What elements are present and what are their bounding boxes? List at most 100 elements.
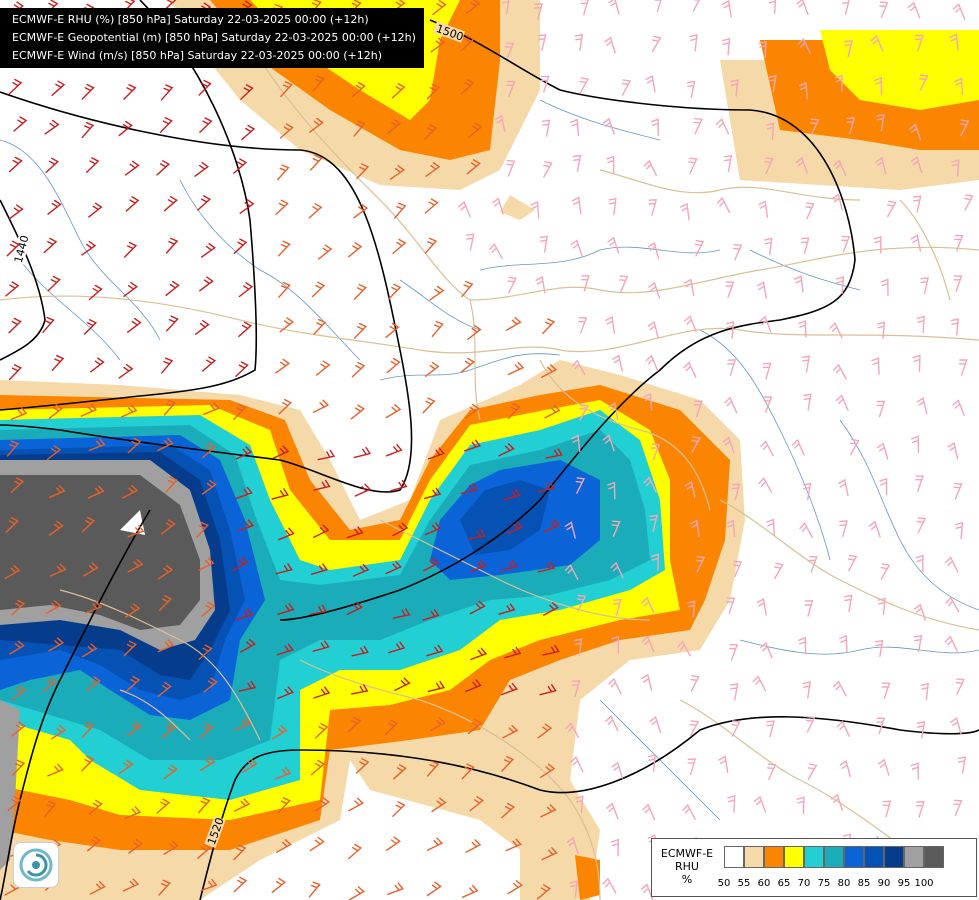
legend-swatch: [904, 846, 924, 868]
wind-barb: [494, 114, 506, 132]
wind-barb: [797, 37, 812, 55]
wind-barb: [945, 556, 959, 573]
wind-barb: [581, 274, 590, 292]
wind-barb: [427, 447, 445, 460]
wind-barb: [463, 439, 481, 452]
wind-barb: [764, 237, 773, 256]
wind-barb: [731, 720, 741, 737]
wind-barb: [695, 556, 706, 573]
wind-barb: [913, 603, 926, 621]
wind-barb: [314, 797, 331, 812]
wind-barb: [570, 118, 580, 137]
legend-swatch: [764, 846, 784, 868]
wind-barb: [235, 446, 253, 460]
wind-barb: [387, 882, 404, 895]
wind-barb: [90, 357, 105, 373]
wind-barb: [235, 361, 249, 377]
wind-barb: [574, 33, 584, 52]
wind-barb: [5, 517, 19, 533]
wind-barb: [242, 758, 258, 773]
legend-tick-label: 100: [914, 878, 934, 889]
wind-barb: [810, 118, 820, 136]
wind-barb: [118, 363, 134, 379]
wind-barb: [199, 117, 213, 133]
wind-barb: [128, 838, 144, 854]
wind-barb: [236, 486, 253, 499]
wind-barb: [501, 682, 518, 696]
legend-tick-label: 70: [797, 878, 811, 889]
wind-barb: [7, 795, 22, 812]
wind-barb: [277, 240, 291, 257]
wind-barb: [277, 164, 290, 181]
wind-barb: [422, 608, 440, 621]
wind-barb: [724, 396, 738, 414]
wind-barb: [501, 755, 515, 772]
wind-barb: [689, 519, 700, 538]
wind-barb: [278, 527, 295, 541]
wind-barb: [426, 837, 444, 851]
wind-barb: [198, 79, 212, 96]
wind-barb: [803, 393, 812, 411]
wind-barb: [954, 521, 964, 540]
wind-barb: [127, 558, 144, 573]
wind-barb: [470, 647, 488, 661]
wind-barb: [684, 278, 695, 297]
wind-barb: [838, 478, 849, 497]
wind-barb: [348, 843, 363, 860]
wind-barb: [424, 487, 442, 500]
wind-barb: [575, 477, 586, 494]
wind-barb: [907, 1, 921, 19]
wind-barb: [200, 756, 216, 771]
wind-barb: [118, 120, 133, 137]
wind-barb: [120, 404, 138, 418]
wind-barb: [194, 162, 210, 177]
wind-barb: [233, 798, 251, 812]
wind-barb: [690, 675, 700, 692]
wind-barb: [388, 283, 402, 300]
wind-barb: [240, 84, 254, 100]
wind-barb: [915, 801, 925, 818]
wind-barb: [124, 160, 140, 176]
wind-barb: [643, 393, 653, 411]
wind-barb: [237, 519, 255, 532]
wind-barb: [619, 275, 629, 292]
wind-barb: [727, 795, 736, 813]
wind-barb: [461, 280, 474, 298]
wind-barb: [470, 559, 487, 573]
wind-barb: [391, 83, 406, 99]
wind-barb: [350, 684, 369, 695]
wind-barb: [47, 275, 61, 292]
wind-barb: [201, 479, 217, 495]
wind-barb: [760, 440, 774, 457]
wind-barb: [571, 680, 581, 697]
wind-barb: [240, 638, 256, 653]
wind-barb: [394, 202, 407, 219]
wind-barb: [847, 554, 858, 572]
wind-barb: [81, 240, 97, 256]
wind-barb: [650, 553, 660, 571]
wind-barb: [611, 838, 620, 857]
wind-barb: [564, 521, 576, 539]
wind-barb: [312, 640, 330, 652]
wind-barb: [578, 317, 588, 334]
wind-barb: [543, 161, 553, 178]
wind-barb: [6, 240, 20, 257]
wind-barb: [613, 598, 622, 616]
wind-barb: [353, 322, 368, 339]
wind-barb: [732, 560, 743, 578]
wind-barb: [309, 604, 327, 616]
wind-barb: [910, 156, 923, 174]
wind-barb: [10, 477, 25, 494]
wind-barb: [388, 641, 406, 654]
wind-barb: [541, 119, 551, 137]
wind-barb: [954, 234, 964, 252]
wind-barb: [687, 758, 697, 775]
wind-barb: [166, 315, 179, 332]
wind-barb: [839, 634, 848, 653]
wind-barb: [806, 716, 816, 733]
wind-barb: [693, 400, 703, 418]
wind-barb: [798, 636, 807, 655]
wind-barb: [774, 562, 784, 580]
wind-barb: [835, 394, 849, 411]
wind-barb: [43, 237, 58, 254]
